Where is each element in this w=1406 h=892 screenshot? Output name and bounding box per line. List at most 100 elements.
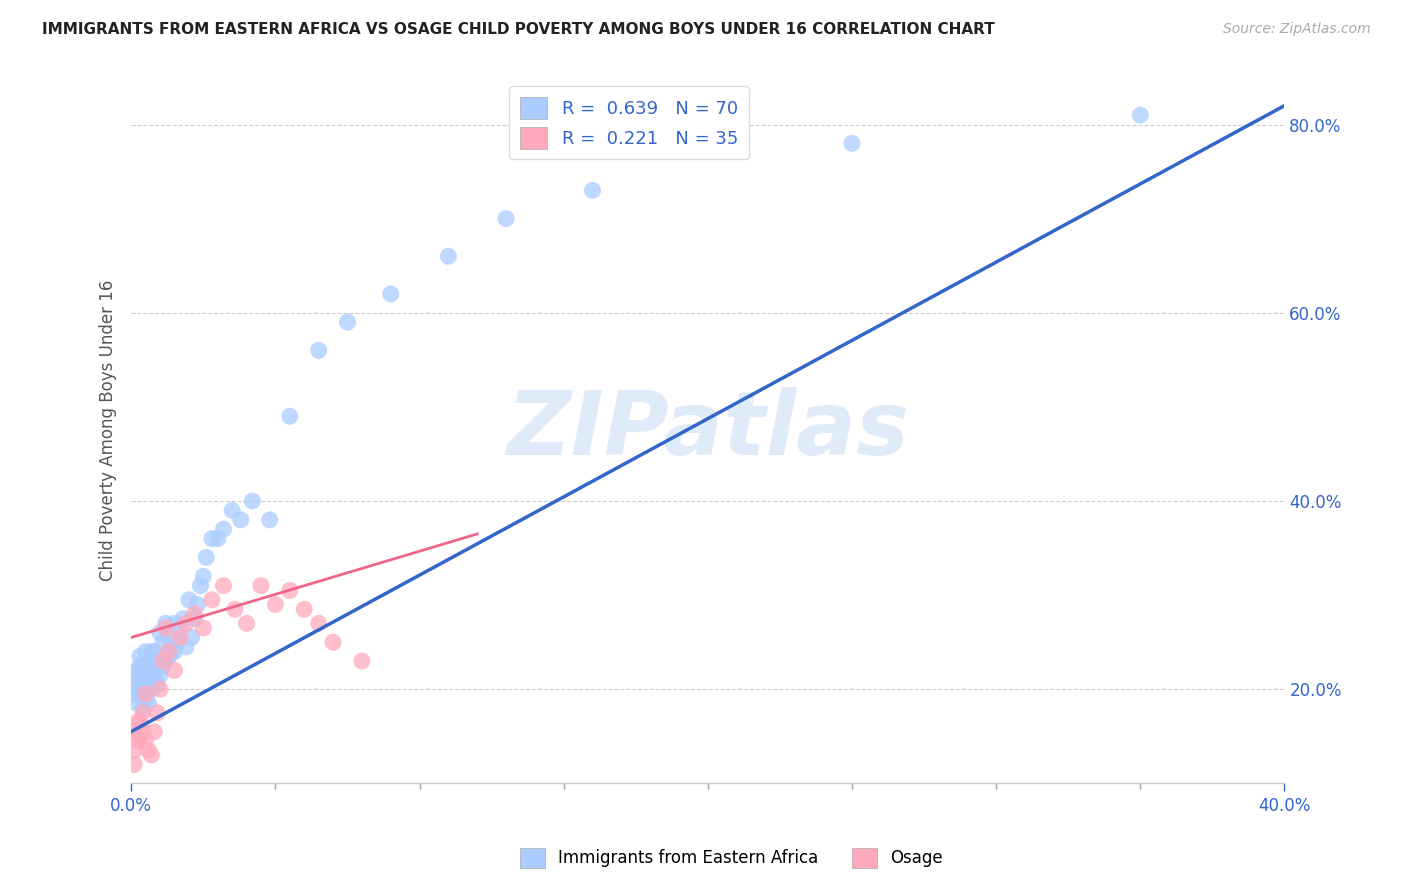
Point xyxy=(132,701,155,715)
Point xyxy=(163,664,186,678)
Point xyxy=(155,654,177,668)
Point xyxy=(152,635,174,649)
Point xyxy=(138,677,160,691)
Point xyxy=(138,743,160,757)
Point xyxy=(125,664,148,678)
Point xyxy=(129,677,152,691)
Point xyxy=(195,550,218,565)
Point xyxy=(143,668,166,682)
Point xyxy=(350,654,373,668)
Point xyxy=(180,631,202,645)
Point xyxy=(149,654,172,668)
Point xyxy=(163,644,186,658)
Point xyxy=(146,677,169,691)
Point xyxy=(157,631,180,645)
Point xyxy=(157,649,180,664)
Point xyxy=(841,136,863,151)
Point xyxy=(149,668,172,682)
Point xyxy=(190,579,212,593)
Point xyxy=(141,664,163,678)
Point xyxy=(221,503,243,517)
Point xyxy=(125,715,148,730)
Point xyxy=(135,682,157,697)
Point xyxy=(155,621,177,635)
Point xyxy=(163,616,186,631)
Point xyxy=(169,621,191,635)
Point xyxy=(129,715,152,730)
Point xyxy=(149,625,172,640)
Point xyxy=(212,522,235,536)
Point xyxy=(132,724,155,739)
Point xyxy=(129,658,152,673)
Y-axis label: Child Poverty Among Boys Under 16: Child Poverty Among Boys Under 16 xyxy=(100,280,117,581)
Point xyxy=(322,635,344,649)
Point xyxy=(146,706,169,720)
Text: ZIPatlas: ZIPatlas xyxy=(506,387,910,474)
Point xyxy=(132,706,155,720)
Point xyxy=(143,644,166,658)
Point xyxy=(224,602,246,616)
Point xyxy=(308,343,330,358)
Point xyxy=(183,612,205,626)
Point xyxy=(201,532,224,546)
Point xyxy=(240,494,263,508)
Point xyxy=(193,621,215,635)
Point xyxy=(146,654,169,668)
Point xyxy=(193,569,215,583)
Point xyxy=(141,748,163,763)
Point xyxy=(336,315,359,329)
Text: IMMIGRANTS FROM EASTERN AFRICA VS OSAGE CHILD POVERTY AMONG BOYS UNDER 16 CORREL: IMMIGRANTS FROM EASTERN AFRICA VS OSAGE … xyxy=(42,22,995,37)
Point xyxy=(174,640,197,654)
Point xyxy=(135,691,157,706)
Point xyxy=(132,658,155,673)
Point xyxy=(122,757,145,772)
Point xyxy=(259,513,281,527)
Point xyxy=(135,658,157,673)
Point xyxy=(174,616,197,631)
Point xyxy=(264,598,287,612)
Point xyxy=(581,183,603,197)
Point xyxy=(138,697,160,711)
Legend: R =  0.639   N = 70, R =  0.221   N = 35: R = 0.639 N = 70, R = 0.221 N = 35 xyxy=(509,87,749,160)
Point xyxy=(122,724,145,739)
Point xyxy=(212,579,235,593)
Point xyxy=(129,649,152,664)
Point xyxy=(129,687,152,701)
Point xyxy=(141,644,163,658)
Point xyxy=(187,598,209,612)
Point xyxy=(169,631,191,645)
Point xyxy=(143,724,166,739)
Point xyxy=(166,635,188,649)
Point xyxy=(201,592,224,607)
Point xyxy=(141,682,163,697)
Point xyxy=(125,673,148,687)
Point xyxy=(132,673,155,687)
Point xyxy=(278,583,301,598)
Point xyxy=(183,607,205,621)
Point xyxy=(152,654,174,668)
Point xyxy=(229,513,252,527)
Point xyxy=(125,682,148,697)
Point xyxy=(495,211,517,226)
Point xyxy=(129,729,152,743)
Point xyxy=(250,579,273,593)
Point xyxy=(125,734,148,748)
Point xyxy=(125,697,148,711)
Point xyxy=(177,592,200,607)
Point xyxy=(149,682,172,697)
Text: Source: ZipAtlas.com: Source: ZipAtlas.com xyxy=(1223,22,1371,37)
Point xyxy=(308,616,330,631)
Point xyxy=(129,668,152,682)
Point xyxy=(278,409,301,424)
Point xyxy=(135,734,157,748)
Point xyxy=(122,668,145,682)
Point xyxy=(157,644,180,658)
Point xyxy=(135,687,157,701)
Point xyxy=(207,532,229,546)
Point xyxy=(122,743,145,757)
Point xyxy=(1129,108,1152,122)
Point xyxy=(235,616,257,631)
Legend: Immigrants from Eastern Africa, Osage: Immigrants from Eastern Africa, Osage xyxy=(513,841,949,875)
Point xyxy=(380,287,402,301)
Point xyxy=(160,644,183,658)
